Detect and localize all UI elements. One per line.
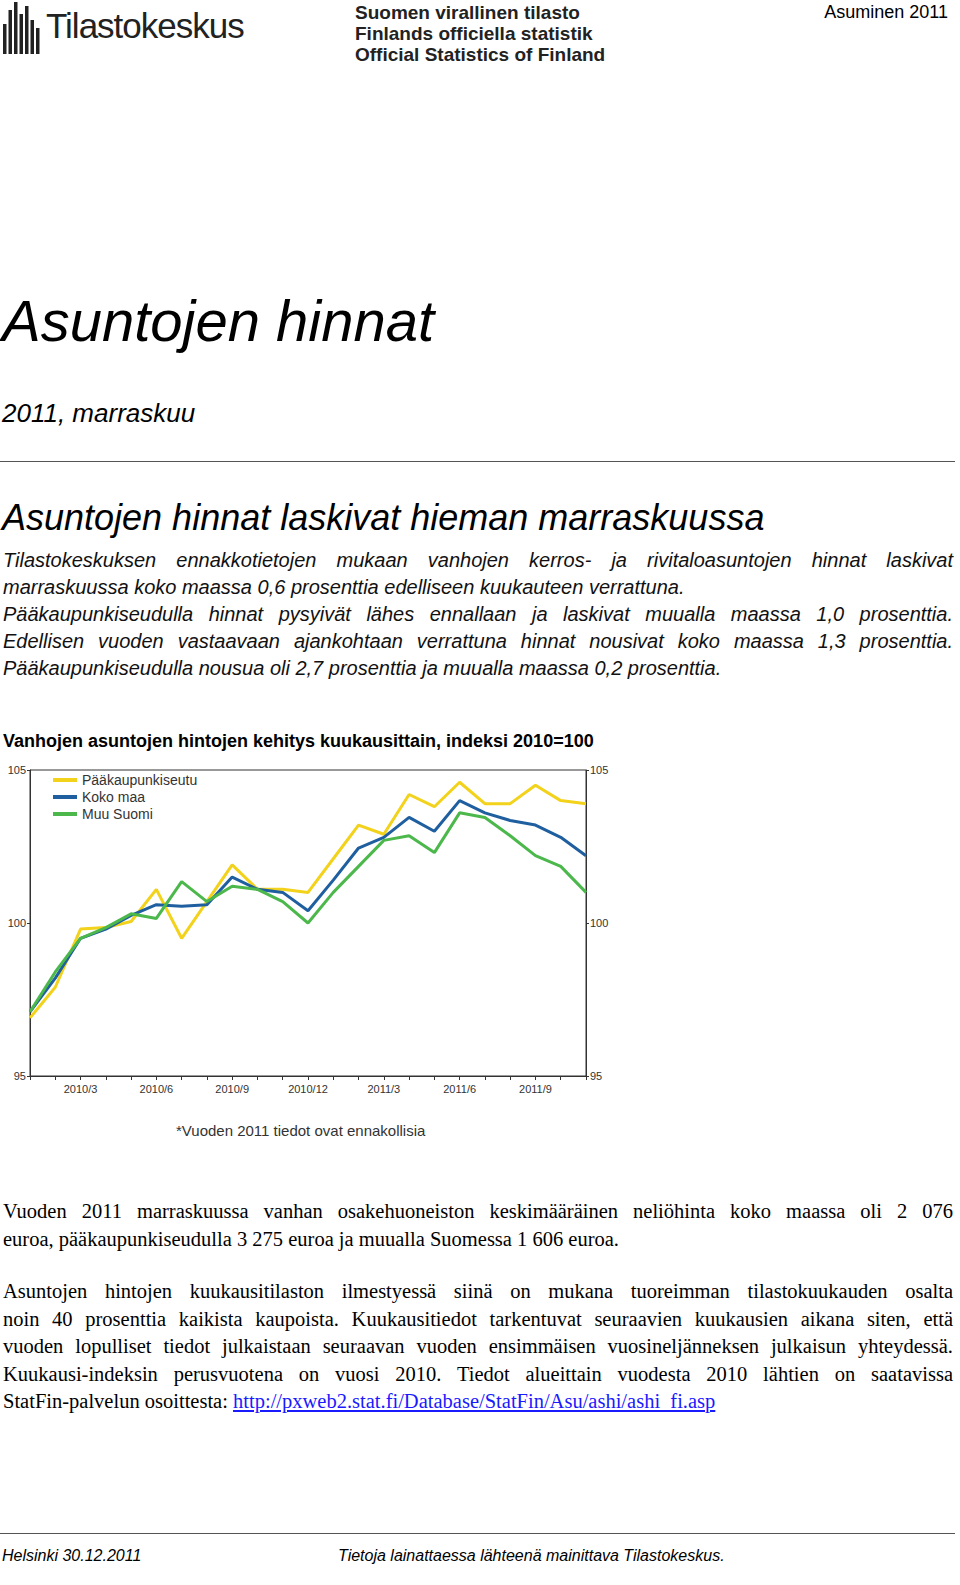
svg-text:Pääkaupunkiseutu: Pääkaupunkiseutu <box>82 772 197 788</box>
svg-text:2010/12: 2010/12 <box>288 1083 328 1095</box>
svg-text:105: 105 <box>590 764 608 776</box>
svg-text:2011/9: 2011/9 <box>519 1083 552 1095</box>
html-text:Finlands officiella statistik: Finlands officiella statistik <box>355 23 593 44</box>
html-text:Vanhojen asuntojen hintojen ke: Vanhojen asuntojen hintojen kehitys kuuk… <box>3 731 594 751</box>
html-text:Kuukausi-indeksin perusvuotena: Kuukausi-indeksin perusvuotena on vuosi … <box>3 1362 953 1385</box>
html-text:euroa, pääkaupunkiseudulla 3 2: euroa, pääkaupunkiseudulla 3 275 euroa j… <box>3 1227 619 1250</box>
html-text:2011, marraskuu: 2011, marraskuu <box>2 398 196 428</box>
svg-text:100: 100 <box>590 917 608 929</box>
svg-text:Muu Suomi: Muu Suomi <box>82 806 153 822</box>
svg-text:2011/3: 2011/3 <box>367 1083 400 1095</box>
svg-text:Koko maa: Koko maa <box>82 789 145 805</box>
html-text:Edellisen vuoden vastaavaan aj: Edellisen vuoden vastaavaan ajankohtaan … <box>3 630 953 652</box>
html-text:noin 40 prosenttia kaikista ka: noin 40 prosenttia kaikista kaupoista. K… <box>3 1307 953 1330</box>
html-text:Official Statistics of Finland: Official Statistics of Finland <box>355 44 606 65</box>
html-text:marraskuussa koko maassa 0,6 p: marraskuussa koko maassa 0,6 prosenttia … <box>3 576 685 598</box>
html-text:*Vuoden 2011 tiedot ovat ennak: *Vuoden 2011 tiedot ovat ennakollisia <box>176 1122 426 1139</box>
svg-text:105: 105 <box>8 764 26 776</box>
html-text:Asuntojen hinnat laskivat hiem: Asuntojen hinnat laskivat hieman marrask… <box>2 497 765 538</box>
svg-text:100: 100 <box>8 917 26 929</box>
html-text:Pääkaupunkiseudulla nousua oli: Pääkaupunkiseudulla nousua oli 2,7 prose… <box>3 657 722 679</box>
html-text:vuoden lopulliset tiedot julka: vuoden lopulliset tiedot julkaistaan seu… <box>3 1335 953 1357</box>
html-text:Pääkaupunkiseudulla hinnat pys: Pääkaupunkiseudulla hinnat pysyivät lähe… <box>3 603 953 625</box>
svg-text:95: 95 <box>14 1070 26 1082</box>
html-text:Tilastokeskus: Tilastokeskus <box>46 6 244 45</box>
html-text:Asuntojen hintojen kuukausitil: Asuntojen hintojen kuukausitilaston ilme… <box>3 1280 953 1302</box>
html-text:Suomen virallinen tilasto: Suomen virallinen tilasto <box>355 2 580 23</box>
svg-text:2011/6: 2011/6 <box>443 1083 476 1095</box>
svg-text:95: 95 <box>590 1070 602 1082</box>
svg-text:2010/6: 2010/6 <box>140 1083 174 1095</box>
html-text:Asuntojen hinnat: Asuntojen hinnat <box>2 288 435 353</box>
html-text:Helsinki 30.12.2011: Helsinki 30.12.2011 <box>2 1547 142 1564</box>
html-text:Tilastokeskuksen ennakkotietoj: Tilastokeskuksen ennakkotietojen mukaan … <box>3 549 953 571</box>
html-text:Tietoja lainattaessa lähteenä: Tietoja lainattaessa lähteenä mainittava… <box>338 1547 725 1564</box>
html-text:StatFin-palvelun osoittesta: h: StatFin-palvelun osoittesta: http://pxwe… <box>3 1390 716 1412</box>
html-text:Vuoden 2011 marraskuussa vanha: Vuoden 2011 marraskuussa vanhan osakehuo… <box>3 1200 953 1222</box>
svg-text:2010/3: 2010/3 <box>64 1083 98 1095</box>
html-text:Asuminen 2011: Asuminen 2011 <box>824 2 948 22</box>
svg-text:2010/9: 2010/9 <box>215 1083 249 1095</box>
